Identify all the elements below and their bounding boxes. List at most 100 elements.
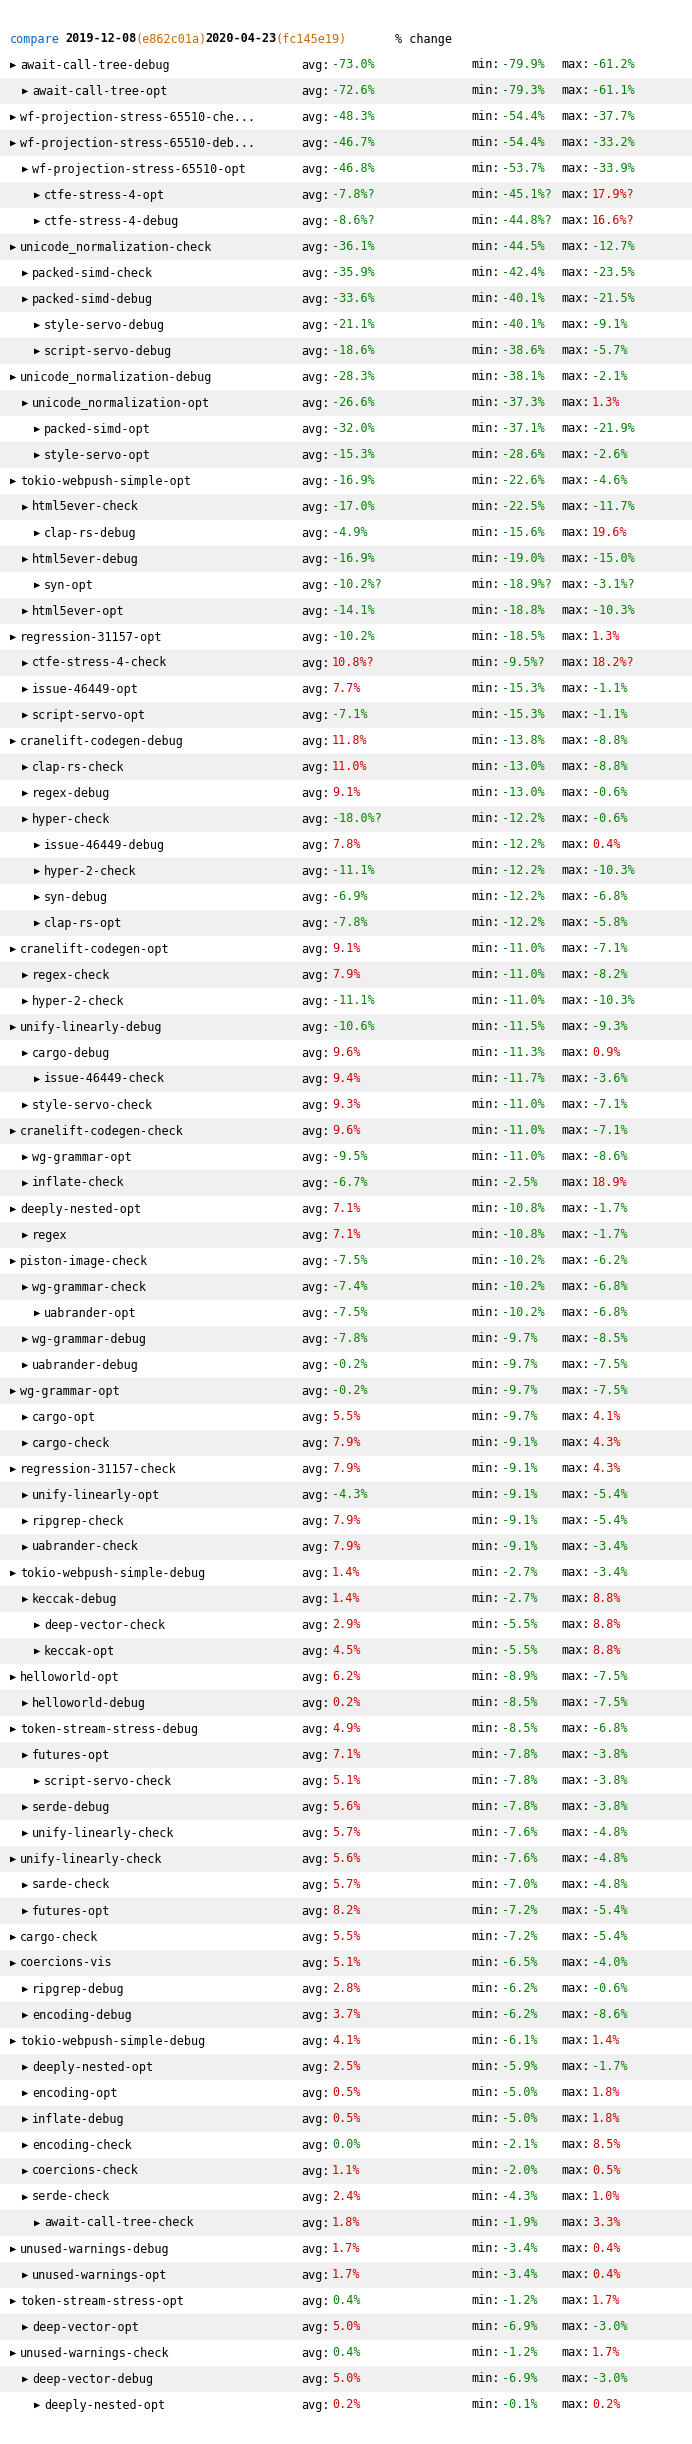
Text: max:: max: (561, 2373, 590, 2385)
Text: min:: min: (471, 1254, 500, 1268)
Text: -6.9%: -6.9% (332, 890, 367, 904)
Text: ▶: ▶ (10, 1022, 16, 1031)
Text: regression-31157-opt: regression-31157-opt (20, 631, 163, 643)
Text: ▶: ▶ (34, 450, 40, 459)
Text: min:: min: (471, 2398, 500, 2412)
Text: -2.0%: -2.0% (502, 2165, 538, 2178)
Text: -45.1%?: -45.1%? (502, 188, 552, 200)
Text: -7.5%: -7.5% (332, 1308, 367, 1320)
Text: min:: min: (471, 2165, 500, 2178)
Text: -3.4%: -3.4% (592, 1567, 628, 1579)
Text: -3.4%: -3.4% (592, 1540, 628, 1554)
Bar (0, 235, 692, 259)
Text: avg:: avg: (302, 1672, 330, 1684)
Text: piston-image-check: piston-image-check (20, 1254, 148, 1268)
Text: -15.3%: -15.3% (502, 682, 545, 697)
Text: ▶: ▶ (34, 2400, 40, 2410)
Text: -8.5%: -8.5% (502, 1696, 538, 1708)
Text: ▶: ▶ (10, 2295, 16, 2307)
Text: max:: max: (561, 760, 590, 772)
Bar (0, 2393, 692, 2417)
Text: -6.8%: -6.8% (592, 1308, 628, 1320)
Text: ▶: ▶ (22, 2165, 28, 2175)
Text: -7.5%: -7.5% (332, 1254, 367, 1268)
Text: min:: min: (471, 318, 500, 332)
Text: 5.7%: 5.7% (332, 1879, 361, 1892)
Text: min:: min: (471, 1879, 500, 1892)
Text: avg:: avg: (302, 2319, 330, 2334)
Text: -6.8%: -6.8% (592, 890, 628, 904)
Text: ▶: ▶ (22, 970, 28, 980)
Text: clap-rs-debug: clap-rs-debug (44, 525, 136, 540)
Text: max:: max: (561, 1462, 590, 1476)
Text: avg:: avg: (302, 1359, 330, 1371)
Text: max:: max: (561, 1488, 590, 1501)
Text: ▶: ▶ (22, 2373, 28, 2383)
Text: -4.8%: -4.8% (592, 1826, 628, 1840)
Text: -61.2%: -61.2% (592, 59, 635, 71)
Text: wg-grammar-debug: wg-grammar-debug (32, 1332, 146, 1347)
Text: -4.3%: -4.3% (332, 1488, 367, 1501)
Text: -73.0%: -73.0% (332, 59, 375, 71)
Text: max:: max: (561, 371, 590, 384)
Text: ▶: ▶ (34, 1620, 40, 1630)
Text: max:: max: (561, 86, 590, 98)
Text: min:: min: (471, 240, 500, 254)
Text: ▶: ▶ (22, 1178, 28, 1188)
Text: -7.5%: -7.5% (592, 1383, 628, 1398)
Text: encoding-debug: encoding-debug (32, 2009, 131, 2021)
Text: -5.4%: -5.4% (592, 1931, 628, 1943)
Text: max:: max: (561, 1904, 590, 1919)
Text: -0.6%: -0.6% (592, 1982, 628, 1994)
Bar (0, 2288, 692, 2314)
Text: -3.8%: -3.8% (592, 1774, 628, 1787)
Text: 7.8%: 7.8% (332, 838, 361, 851)
Text: avg:: avg: (302, 2190, 330, 2204)
Text: avg:: avg: (302, 1618, 330, 1633)
Text: -46.8%: -46.8% (332, 161, 375, 176)
Bar (0, 1352, 692, 1378)
Text: sarde-check: sarde-check (32, 1879, 111, 1892)
Text: -12.2%: -12.2% (502, 811, 545, 826)
Text: 6.2%: 6.2% (332, 1672, 361, 1684)
Text: -0.6%: -0.6% (592, 787, 628, 799)
Text: 10.8%?: 10.8%? (332, 657, 375, 670)
Text: 9.1%: 9.1% (332, 943, 361, 956)
Text: min:: min: (471, 2009, 500, 2021)
Text: serde-check: serde-check (32, 2190, 111, 2204)
Text: 7.9%: 7.9% (332, 1437, 361, 1449)
Text: clap-rs-opt: clap-rs-opt (44, 916, 122, 929)
Bar (0, 51, 692, 78)
Text: unused-warnings-check: unused-warnings-check (20, 2346, 170, 2358)
Bar (0, 181, 692, 208)
Bar (0, 1430, 692, 1457)
Text: min:: min: (471, 890, 500, 904)
Text: min:: min: (471, 501, 500, 513)
Text: -3.4%: -3.4% (502, 2244, 538, 2256)
Text: ▶: ▶ (22, 2270, 28, 2280)
Text: -7.8%: -7.8% (332, 916, 367, 929)
Text: token-stream-stress-debug: token-stream-stress-debug (20, 1723, 198, 1735)
Text: avg:: avg: (302, 2217, 330, 2229)
Text: ▶: ▶ (22, 1100, 28, 1110)
Text: -40.1%: -40.1% (502, 293, 545, 306)
Text: uabrander-opt: uabrander-opt (44, 1308, 136, 1320)
Text: 18.9%: 18.9% (592, 1176, 628, 1190)
Text: ▶: ▶ (10, 1933, 16, 1943)
Text: -44.5%: -44.5% (502, 240, 545, 254)
Text: 9.1%: 9.1% (332, 787, 361, 799)
Bar (0, 1613, 692, 1637)
Text: max:: max: (561, 137, 590, 149)
Text: token-stream-stress-opt: token-stream-stress-opt (20, 2295, 184, 2307)
Text: -4.9%: -4.9% (332, 525, 367, 540)
Bar (0, 130, 692, 156)
Text: min:: min: (471, 2060, 500, 2073)
Text: min:: min: (471, 1073, 500, 1085)
Bar (0, 1950, 692, 1977)
Text: -9.7%: -9.7% (502, 1359, 538, 1371)
Bar (0, 909, 692, 936)
Text: max:: max: (561, 2112, 590, 2126)
Text: max:: max: (561, 1515, 590, 1528)
Text: 1.0%: 1.0% (592, 2190, 621, 2204)
Text: avg:: avg: (302, 1774, 330, 1787)
